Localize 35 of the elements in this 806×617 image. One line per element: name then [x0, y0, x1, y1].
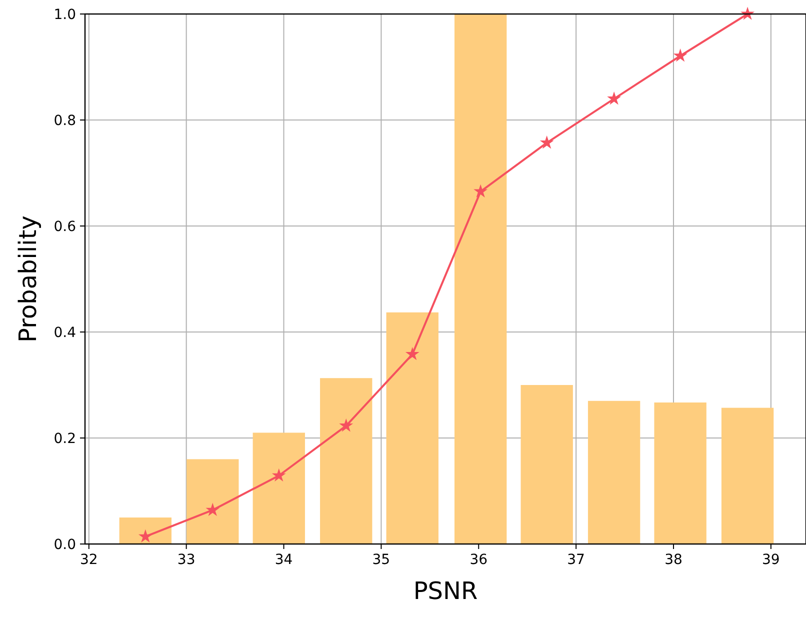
- x-tick-label: 33: [177, 552, 196, 568]
- bar: [454, 14, 507, 544]
- bar: [320, 378, 372, 544]
- x-tick-label: 32: [80, 552, 98, 568]
- x-tick-label: 37: [567, 552, 585, 568]
- x-tick-label: 35: [372, 552, 390, 568]
- bar: [721, 408, 774, 544]
- point: [540, 135, 554, 149]
- bar: [119, 518, 172, 544]
- x-tick-label: 38: [664, 552, 682, 568]
- point: [206, 502, 220, 516]
- bar: [252, 432, 305, 544]
- y-tick-label: 0.0: [54, 537, 76, 553]
- bar: [386, 312, 438, 544]
- point: [339, 418, 354, 432]
- bar: [520, 385, 573, 544]
- point: [272, 468, 286, 482]
- y-axis-title: Probability: [14, 216, 42, 342]
- point: [740, 6, 754, 20]
- y-tick-label: 0.6: [54, 219, 76, 235]
- point: [673, 48, 688, 62]
- y-tick-label: 0.4: [54, 325, 76, 341]
- point: [607, 91, 622, 105]
- bar: [186, 459, 239, 544]
- y-tick-label: 1.0: [54, 7, 76, 23]
- x-tick-label: 34: [274, 552, 293, 568]
- x-axis-title: PSNR: [413, 577, 478, 605]
- point: [405, 346, 420, 360]
- y-tick-label: 0.2: [54, 431, 76, 447]
- bar: [588, 400, 640, 544]
- point: [474, 184, 488, 198]
- x-tick-label: 36: [470, 552, 488, 568]
- y-tick-label: 0.8: [54, 113, 76, 129]
- bar: [654, 402, 706, 544]
- x-tick-label: 39: [762, 552, 780, 568]
